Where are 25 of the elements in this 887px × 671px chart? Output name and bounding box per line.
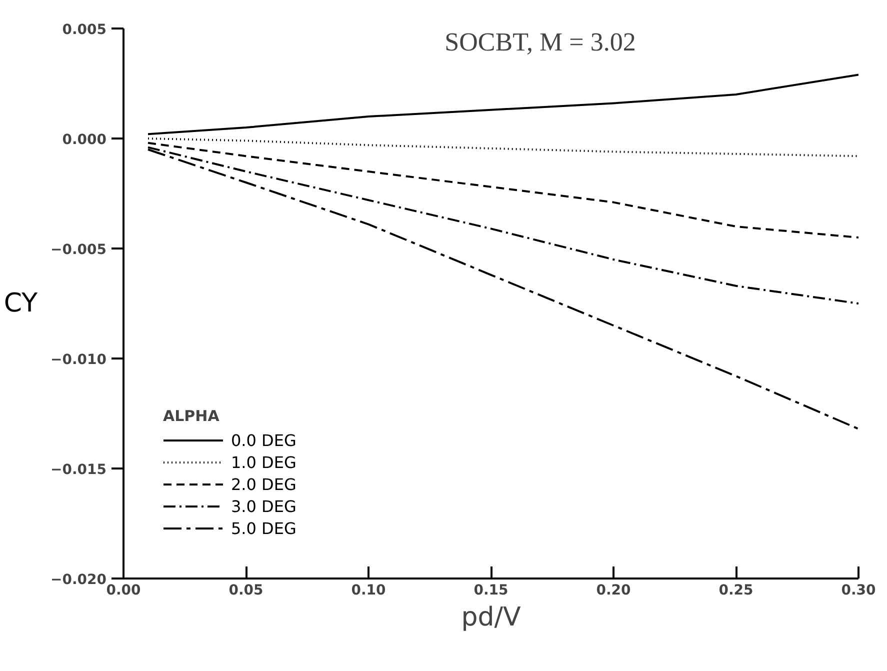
- chart-title: SOCBT, M = 3.02: [444, 28, 636, 56]
- line-series: [147, 138, 858, 158]
- legend-label: 1.0 DEG: [231, 452, 296, 472]
- y-tick-label: 0.005: [62, 22, 107, 38]
- y-axis-title: CY: [4, 288, 38, 318]
- x-tick-label: 0.30: [841, 582, 876, 598]
- x-tick-label: 0.20: [596, 582, 632, 598]
- y-tick-label: −0.005: [50, 242, 106, 258]
- legend-label: 3.0 DEG: [231, 496, 296, 516]
- y-tick-label: −0.015: [50, 462, 106, 478]
- x-tick-label: 0.00: [106, 582, 142, 598]
- x-tick-label: 0.05: [228, 582, 264, 598]
- legend-label: 2.0 DEG: [231, 474, 296, 494]
- x-tick-label: 0.10: [351, 582, 386, 598]
- x-axis-title: pd/V: [461, 602, 521, 632]
- line-series: [147, 74, 858, 136]
- y-tick-label: −0.020: [50, 572, 107, 588]
- y-tick-label: −0.010: [50, 352, 107, 368]
- x-tick-label: 0.25: [718, 582, 754, 598]
- y-tick-label: 0.000: [62, 132, 107, 148]
- x-tick-label: 0.15: [474, 582, 508, 598]
- line-series: [147, 142, 858, 238]
- legend-label: 0.0 DEG: [231, 430, 296, 450]
- legend-label: 5.0 DEG: [231, 518, 296, 538]
- legend-title: ALPHA: [163, 407, 220, 425]
